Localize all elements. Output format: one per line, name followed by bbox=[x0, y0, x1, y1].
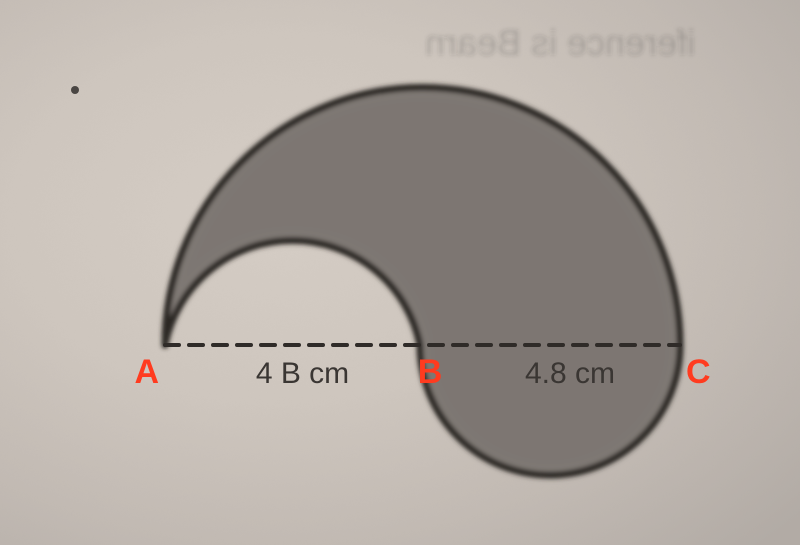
dimension-bc: 4.8 cm bbox=[525, 357, 615, 390]
point-label-c: C bbox=[686, 353, 711, 391]
stray-dot-icon bbox=[71, 86, 79, 94]
ghost-text: iference is Bearn bbox=[425, 22, 695, 63]
diagram-canvas: iference is Bearn A B C 4 B cm 4.8 cm bbox=[0, 0, 800, 545]
bleed-through-text: iference is Bearn bbox=[425, 22, 695, 63]
dimension-ab: 4 B cm bbox=[256, 357, 349, 390]
point-label-b: B bbox=[418, 353, 443, 391]
point-label-a: A bbox=[134, 353, 159, 391]
